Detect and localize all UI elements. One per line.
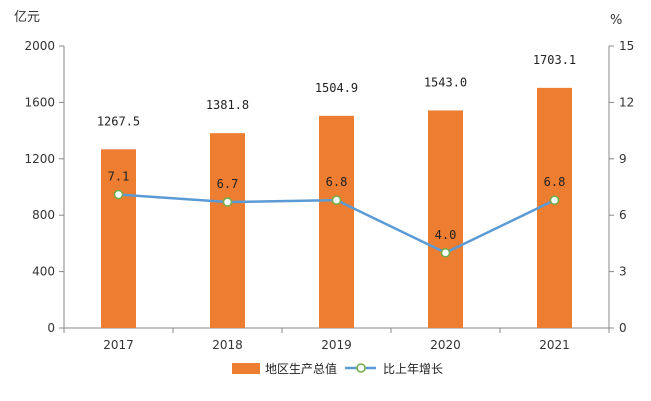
line-data-labels: 7.1 6.7 6.8 4.0 6.8 <box>108 170 566 242</box>
right-tick-label: 15 <box>619 39 634 53</box>
bar-data-label: 1267.5 <box>97 114 140 128</box>
bar <box>428 110 463 328</box>
right-tick-label: 12 <box>619 95 634 109</box>
bar <box>537 87 572 328</box>
legend-label-line: 比上年增长 <box>383 362 443 376</box>
x-tick-label: 2020 <box>430 338 461 352</box>
bar-data-label: 1703.1 <box>533 53 576 67</box>
line-point <box>549 195 560 205</box>
right-tick-label: 0 <box>619 321 627 335</box>
line-data-label: 6.8 <box>326 175 348 189</box>
bar-series <box>101 87 572 328</box>
x-tick-label: 2021 <box>539 338 570 352</box>
left-tick-label: 800 <box>32 208 55 222</box>
bar <box>210 133 245 328</box>
right-tick-label: 6 <box>619 208 627 222</box>
line-point <box>222 197 233 207</box>
bar-data-labels: 1267.5 1381.8 1504.9 1543.0 1703.1 <box>97 53 576 128</box>
left-axis-unit: 亿元 <box>14 10 40 25</box>
line-data-label: 6.7 <box>217 177 239 191</box>
line-point <box>113 189 124 200</box>
bar-data-label: 1504.9 <box>315 81 358 95</box>
right-axis-unit: % <box>610 13 622 28</box>
line-data-label: 6.8 <box>544 175 566 189</box>
x-tick-label: 2019 <box>321 338 352 352</box>
bar-data-label: 1381.8 <box>206 98 249 112</box>
bar <box>319 115 354 328</box>
left-tick-label: 0 <box>47 321 55 335</box>
x-tick-labels: 2017 2018 2019 2020 2021 <box>63 328 610 352</box>
left-tick-label: 1200 <box>24 152 55 166</box>
legend-swatch-marker <box>356 363 366 373</box>
right-tick-label: 3 <box>619 265 627 279</box>
line-series <box>113 189 560 258</box>
line-data-label: 7.1 <box>108 170 130 184</box>
x-tick-label: 2018 <box>212 338 243 352</box>
line-point <box>440 248 451 258</box>
line-point <box>331 195 342 205</box>
left-tick-label: 400 <box>32 265 55 279</box>
left-tick-label: 1600 <box>24 95 55 109</box>
right-tick-labels: 0 3 6 9 12 15 <box>609 39 634 335</box>
x-tick-label: 2017 <box>103 338 134 352</box>
left-tick-label: 2000 <box>24 39 55 53</box>
legend: 地区生产总值 比上年增长 <box>232 361 443 376</box>
bar <box>101 149 136 328</box>
line-data-label: 4.0 <box>435 228 457 242</box>
bar-data-label: 1543.0 <box>424 75 467 89</box>
right-tick-label: 9 <box>619 152 627 166</box>
left-tick-labels: 0 400 800 1200 1600 2000 <box>24 39 64 335</box>
legend-label-bar: 地区生产总值 <box>265 361 337 376</box>
legend-swatch-bar <box>232 363 260 374</box>
